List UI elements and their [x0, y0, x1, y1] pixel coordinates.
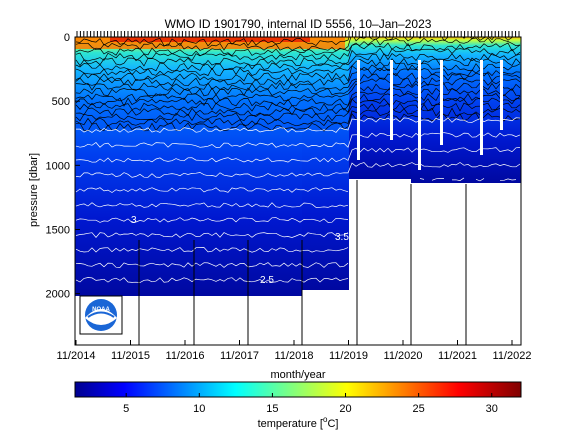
contour-line	[75, 277, 349, 283]
y-tick-label: 0	[64, 32, 70, 44]
contour-line	[76, 112, 521, 132]
y-tick-label: 1000	[46, 160, 70, 172]
contour-line	[75, 217, 349, 223]
data-gap	[390, 60, 393, 140]
colorbar-label-main: temperature [	[258, 418, 323, 430]
contour-line	[75, 37, 521, 57]
segment-2018-2019	[302, 37, 349, 290]
contour-line	[75, 247, 349, 253]
y-tick-label: 2000	[46, 289, 70, 301]
contour-line	[75, 37, 514, 52]
data-gap	[480, 60, 483, 155]
plot-area	[75, 37, 521, 296]
colorbar: 5 10 15 20 25 30 temperature [oC]	[74, 381, 522, 430]
contour-line	[75, 202, 349, 208]
contour-line	[75, 67, 521, 87]
x-axis-label: month/year	[270, 369, 325, 381]
contour-line	[75, 232, 349, 238]
contour-line	[75, 72, 521, 92]
colorbar-ramp	[74, 381, 522, 398]
y-tick-label: 500	[52, 96, 70, 108]
colorbar-tick-label: 20	[339, 403, 351, 415]
contour-line	[75, 37, 350, 47]
y-axis-label: pressure [dbar]	[28, 153, 40, 227]
colorbar-label-sup: o	[323, 415, 328, 424]
x-tick-label: 11/2018	[275, 350, 314, 362]
contour-line	[75, 42, 521, 62]
contour-line	[75, 107, 521, 127]
y-tick-label: 1500	[46, 225, 70, 237]
colorbar-ticks: 5 10 15 20 25 30	[123, 393, 498, 415]
colorbar-tick-label: 15	[266, 403, 278, 415]
x-tick-label: 11/2016	[166, 350, 205, 362]
contour-line	[75, 102, 521, 122]
colorbar-tick-label: 10	[193, 403, 205, 415]
colorbar-tick-label: 30	[486, 403, 498, 415]
contour-line	[76, 117, 521, 133]
noaa-logo-text: NOAA	[92, 307, 110, 313]
colorbar-tick-label: 25	[413, 403, 425, 415]
x-tick-label: 11/2017	[220, 350, 259, 362]
data-gap	[357, 60, 360, 160]
colorbar-label-unit: C]	[327, 418, 338, 430]
x-axis: 11/2014 11/2015 11/2016 11/2017 11/2018 11/20…	[57, 340, 532, 362]
contour-line	[75, 62, 521, 82]
contour-line	[75, 147, 521, 163]
contour-line	[75, 52, 521, 72]
contour-line	[75, 87, 521, 107]
contour-label-2.5: 2.5	[260, 275, 274, 286]
noaa-logo: NOAA	[79, 295, 123, 335]
x-tick-label: 11/2014	[57, 350, 96, 362]
surface-hot-band	[110, 37, 310, 42]
x-tick-label: 11/2015	[111, 350, 150, 362]
segment-2014-2018	[75, 37, 302, 296]
contour-label-group: 3 2.5 3.5	[131, 215, 349, 286]
y-axis: 0 500 1000 1500 2000	[46, 32, 80, 301]
x-tick-label: 11/2022	[493, 350, 532, 362]
contour-line	[75, 132, 521, 148]
contour-lines	[75, 37, 521, 283]
x-tick-label: 11/2019	[329, 350, 368, 362]
contour-line	[75, 162, 521, 178]
contour-line	[75, 77, 521, 97]
contour-line	[75, 82, 521, 102]
chart-title: WMO ID 1901790, internal ID 5556, 10–Jan…	[165, 17, 432, 31]
contour-line	[75, 262, 349, 268]
data-gap	[418, 60, 421, 170]
contour-line	[75, 177, 517, 193]
contour-line	[75, 57, 521, 77]
x-tick-label: 11/2020	[384, 350, 423, 362]
contour-label-3: 3	[131, 215, 137, 226]
contour-line	[75, 47, 521, 67]
colorbar-label: temperature [oC]	[258, 415, 339, 430]
colorbar-tick-label: 5	[123, 403, 129, 415]
data-gap	[440, 60, 443, 145]
profile-time-lines	[138, 180, 467, 345]
contour-line	[75, 97, 521, 117]
x-tick-label: 11/2021	[438, 350, 477, 362]
contour-label-3.5: 3.5	[335, 232, 349, 243]
profile-rug	[76, 31, 520, 37]
data-gap	[500, 60, 503, 130]
